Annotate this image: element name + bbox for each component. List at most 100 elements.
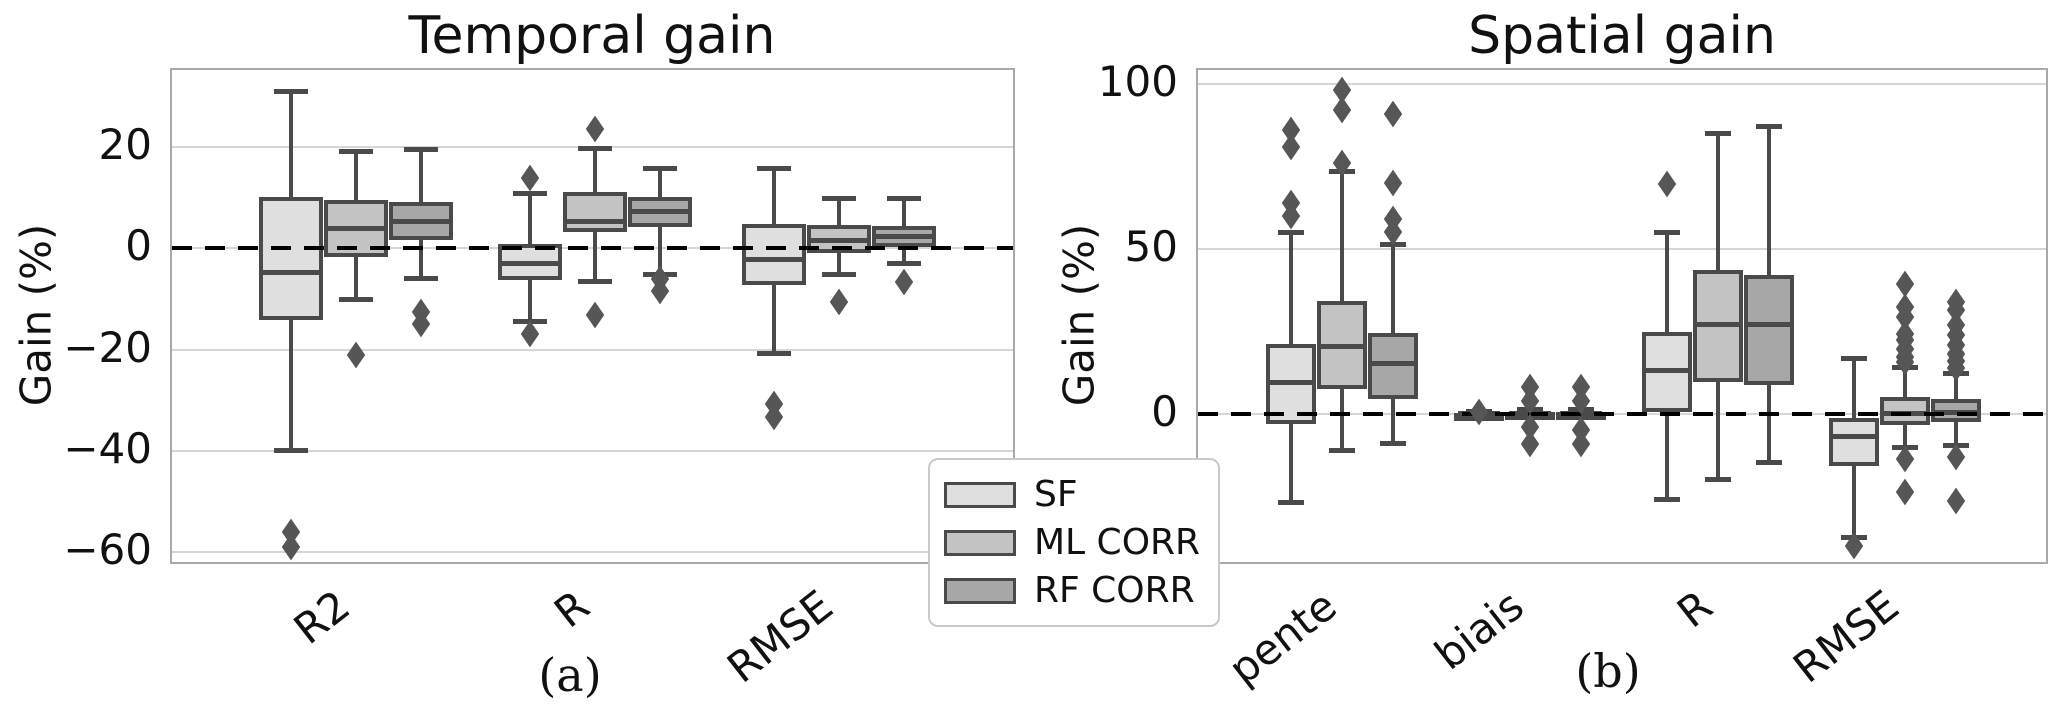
- median-ML-CORR-pente: [1320, 343, 1363, 349]
- lower-cap-RF-CORR-R2: [404, 276, 439, 282]
- legend-item-RF-CORR: RF CORR: [944, 569, 1204, 611]
- gridline-y-50: [1198, 247, 2046, 250]
- legend-label-ML-CORR: ML CORR: [1034, 521, 1201, 563]
- upper-cap-ML-CORR-R: [1704, 130, 1731, 136]
- outlier-diamond: [1657, 170, 1677, 198]
- gridline-y-−60: [172, 551, 1013, 554]
- median-SF-pente: [1269, 379, 1312, 385]
- outlier-diamond: [1383, 100, 1403, 127]
- gridline-y-−20: [172, 348, 1013, 351]
- box-RF-CORR-R: [1743, 275, 1794, 386]
- x-tick-label-R2: R2: [284, 580, 360, 654]
- y-tick-label: 0: [1151, 386, 1178, 436]
- upper-cap-SF-R: [1653, 229, 1680, 235]
- legend-label-RF-CORR: RF CORR: [1034, 569, 1195, 611]
- y-tick-label: 50: [1124, 221, 1178, 271]
- y-tick-label: −20: [63, 322, 152, 372]
- median-SF-R: [502, 261, 558, 267]
- legend-swatch-SF: [944, 481, 1016, 508]
- x-tick-label-biais: biais: [1426, 580, 1534, 680]
- gridline-y-−40: [172, 449, 1013, 452]
- median-SF-RMSE: [1832, 433, 1875, 439]
- median-RF-CORR-R2: [393, 219, 450, 225]
- median-SF-R: [1645, 367, 1688, 373]
- upper-cap-RF-CORR-R: [643, 166, 677, 172]
- lower-cap-ML-CORR-R: [578, 279, 612, 285]
- median-ML-CORR-R2: [328, 226, 385, 232]
- outlier-diamond: [1281, 116, 1301, 144]
- spatial-plot-title: Spatial gain: [1468, 6, 1776, 66]
- median-ML-CORR-RMSE: [810, 238, 867, 244]
- upper-cap-SF-RMSE: [1840, 355, 1867, 361]
- zero-dashed-line: [1198, 411, 2046, 416]
- y-tick-label: −40: [63, 423, 152, 473]
- legend-swatch-ML-CORR: [944, 529, 1016, 556]
- lower-cap-ML-CORR-R2: [339, 296, 374, 302]
- outlier-diamond: [829, 288, 849, 316]
- y-tick-label: 20: [98, 120, 152, 169]
- median-RF-CORR-pente: [1371, 360, 1414, 366]
- median-RF-CORR-R: [1747, 321, 1790, 327]
- box-RF-CORR-pente: [1367, 333, 1418, 399]
- lower-cap-SF-pente: [1277, 499, 1304, 505]
- lower-cap-SF-R: [1653, 496, 1680, 502]
- legend-swatch-RF-CORR: [944, 577, 1016, 604]
- panel-label-a: (a): [538, 648, 602, 702]
- spatial-axes: [1196, 68, 2048, 564]
- outlier-diamond: [520, 321, 540, 348]
- temporal-plot-title: Temporal gain: [408, 6, 776, 66]
- lower-cap-RF-CORR-RMSE: [886, 261, 921, 267]
- outlier-diamond: [1895, 478, 1915, 506]
- legend-label-SF: SF: [1034, 473, 1078, 515]
- upper-cap-ML-CORR-R2: [339, 149, 374, 155]
- median-RF-CORR-RMSE: [875, 234, 932, 240]
- box-ML-CORR-R: [563, 191, 627, 232]
- panel-label-b: (b): [1575, 644, 1641, 698]
- lower-cap-RF-CORR-pente: [1379, 440, 1406, 446]
- box-SF-RMSE: [1828, 418, 1879, 466]
- upper-cap-SF-R2: [274, 88, 309, 94]
- median-ML-CORR-R: [1696, 321, 1739, 327]
- temporal-axes: [170, 68, 1015, 564]
- outlier-diamond: [346, 341, 366, 369]
- upper-cap-SF-RMSE: [756, 165, 791, 171]
- outlier-diamond: [1520, 430, 1540, 457]
- y-tick-label: 0: [125, 221, 152, 271]
- legend-item-SF: SF: [944, 473, 1204, 515]
- x-tick-label-R: R: [544, 580, 599, 638]
- outlier-diamond: [585, 115, 605, 143]
- upper-cap-RF-CORR-R: [1755, 123, 1782, 129]
- upper-cap-ML-CORR-RMSE: [821, 196, 856, 202]
- median-ML-CORR-R: [567, 219, 623, 225]
- outlier-diamond: [1946, 443, 1966, 471]
- y-tick-label: −60: [63, 525, 152, 575]
- lower-cap-ML-CORR-RMSE: [821, 272, 856, 278]
- outlier-diamond: [1332, 77, 1352, 104]
- upper-cap-ML-CORR-R: [578, 146, 612, 152]
- median-SF-R2: [263, 269, 320, 275]
- box-ML-CORR-RMSE: [1879, 397, 1930, 426]
- outlier-diamond: [894, 268, 914, 296]
- outlier-diamond: [1895, 445, 1915, 473]
- x-tick-label-pente: pente: [1219, 580, 1346, 695]
- upper-cap-RF-CORR-RMSE: [886, 196, 921, 202]
- legend: SF ML CORR RF CORR: [928, 458, 1220, 627]
- upper-cap-SF-pente: [1277, 229, 1304, 235]
- y-tick-label: 100: [1097, 56, 1178, 106]
- lower-cap-SF-RMSE: [756, 351, 791, 357]
- outlier-diamond: [520, 164, 540, 192]
- lower-cap-RF-CORR-R: [1755, 459, 1782, 465]
- upper-cap-RF-CORR-R2: [404, 147, 439, 153]
- upper-cap-SF-R: [513, 191, 547, 197]
- outlier-diamond: [1383, 169, 1403, 197]
- legend-item-ML-CORR: ML CORR: [944, 521, 1204, 563]
- outlier-diamond: [281, 533, 301, 561]
- box-SF-RMSE: [741, 223, 806, 285]
- lower-cap-SF-R2: [274, 448, 309, 454]
- x-tick-label-R: R: [1667, 580, 1722, 638]
- lower-cap-ML-CORR-R: [1704, 476, 1731, 482]
- lower-cap-ML-CORR-pente: [1328, 447, 1355, 453]
- gridline-y-100: [1198, 82, 2046, 85]
- x-tick-label-RMSE: RMSE: [718, 580, 843, 693]
